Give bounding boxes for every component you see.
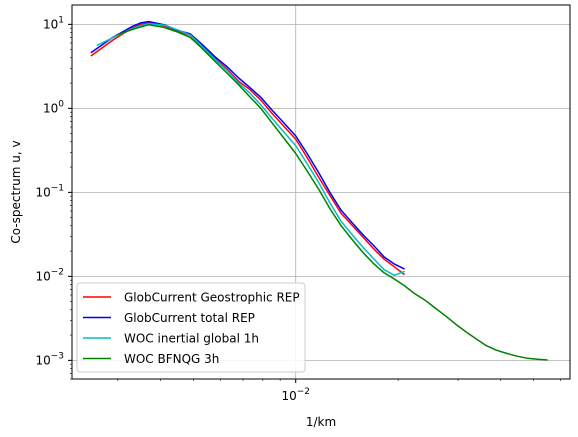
axis-ticks: 10−3 10−2 10−1 100 101 10−2 <box>35 15 561 403</box>
series-line-globcurrent-total-rep <box>90 20 405 270</box>
legend: GlobCurrent Geostrophic REP GlobCurrent t… <box>76 282 306 373</box>
y-tick-label: 10−1 <box>35 183 64 199</box>
legend-label: GlobCurrent Geostrophic REP <box>124 291 300 305</box>
legend-label: WOC inertial global 1h <box>124 332 259 346</box>
y-tick-label: 10−2 <box>35 267 64 283</box>
series-line-woc-inertial-global-1h <box>96 22 405 277</box>
y-tick-label: 100 <box>43 99 64 115</box>
x-axis-label: 1/km <box>306 415 336 429</box>
legend-box <box>76 282 306 373</box>
series-line-woc-bfnqg-3h <box>117 23 548 361</box>
series-lines <box>90 20 548 361</box>
y-tick-label: 101 <box>43 15 64 31</box>
x-tick-label: 10−2 <box>281 387 310 403</box>
legend-label: GlobCurrent total REP <box>124 311 255 325</box>
y-tick-label: 10−3 <box>35 351 64 367</box>
legend-label: WOC BFNQG 3h <box>124 352 219 366</box>
y-axis-label: Co-spectrum u, v <box>9 140 23 243</box>
